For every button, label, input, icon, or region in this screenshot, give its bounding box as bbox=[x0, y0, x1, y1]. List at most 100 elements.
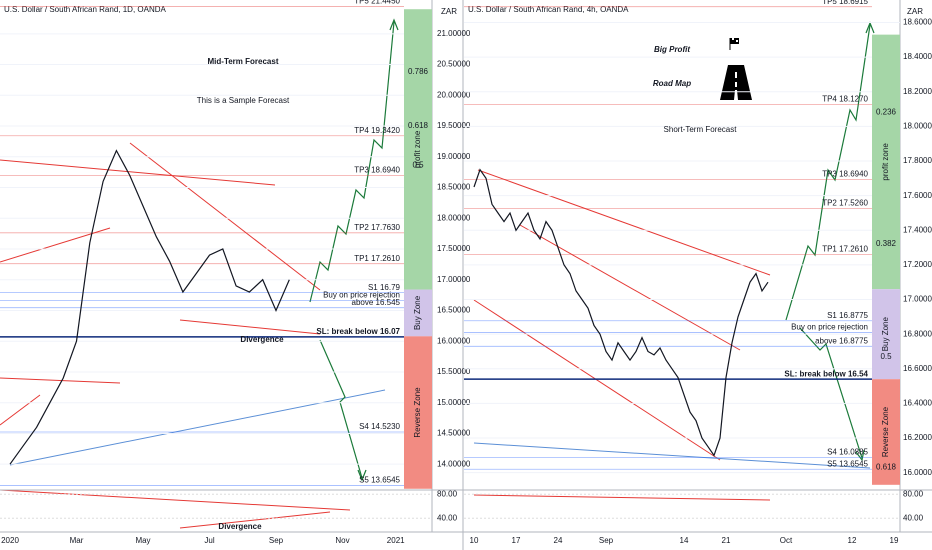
x-tick-label: 12 bbox=[848, 536, 857, 545]
x-tick-label: 10 bbox=[470, 536, 479, 545]
x-tick-label: May bbox=[135, 536, 150, 545]
level-label: TP2 17.7630 bbox=[354, 223, 400, 232]
y-tick-label: 21.00000 bbox=[437, 29, 471, 38]
level-label: TP3 18.6940 bbox=[354, 166, 400, 175]
y-tick-label: 17.80000 bbox=[903, 156, 932, 165]
chart-title: U.S. Dollar / South African Rand, 4h, OA… bbox=[468, 5, 629, 14]
zone bbox=[872, 34, 900, 290]
y-tick-label: 14.50000 bbox=[437, 429, 471, 438]
y-tick-label: 17.50000 bbox=[437, 244, 471, 253]
fib-label: 0.5 bbox=[412, 160, 424, 169]
heading: Short-Term Forecast bbox=[664, 125, 738, 134]
osc-tick-label: 80.00 bbox=[437, 489, 458, 498]
y-tick-label: 18.60000 bbox=[903, 18, 932, 27]
level-label: Buy on price rejection bbox=[791, 323, 868, 332]
level-label: TP1 17.2610 bbox=[354, 254, 400, 263]
level-label: TP4 18.1270 bbox=[822, 95, 868, 104]
zone bbox=[872, 379, 900, 485]
level-label: TP2 17.5260 bbox=[822, 199, 868, 208]
y-tick-label: 14.00000 bbox=[437, 459, 471, 468]
y-tick-label: 15.00000 bbox=[437, 398, 471, 407]
level-label: TP4 19.3420 bbox=[354, 126, 400, 135]
x-tick-label: 2020 bbox=[1, 536, 19, 545]
chart-title: U.S. Dollar / South African Rand, 1D, OA… bbox=[4, 5, 167, 14]
y-tick-label: 17.00000 bbox=[437, 275, 471, 284]
zone-label: Buy Zone bbox=[413, 295, 422, 330]
y-tick-label: 15.50000 bbox=[437, 367, 471, 376]
divergence-label: Divergence bbox=[218, 522, 262, 531]
zone bbox=[404, 9, 432, 290]
level-label: S1 16.79 bbox=[368, 283, 401, 292]
level-label: above 16.8775 bbox=[815, 336, 868, 345]
x-tick-label: 19 bbox=[890, 536, 899, 545]
y-tick-label: 18.40000 bbox=[903, 52, 932, 61]
y-tick-label: 18.50000 bbox=[437, 183, 471, 192]
heading: Big Profit bbox=[654, 45, 690, 54]
x-tick-label: Oct bbox=[780, 536, 793, 545]
currency-label: ZAR bbox=[441, 7, 457, 16]
x-tick-label: 21 bbox=[722, 536, 731, 545]
zone bbox=[872, 289, 900, 380]
y-tick-label: 17.60000 bbox=[903, 191, 932, 200]
level-label: SL: break below 16.07 bbox=[316, 327, 400, 336]
heading: This is a Sample Forecast bbox=[197, 96, 290, 105]
flag-icon bbox=[729, 38, 739, 50]
level-label: TP3 18.6940 bbox=[822, 169, 868, 178]
osc-tick-label: 80.00 bbox=[903, 489, 924, 498]
y-tick-label: 18.20000 bbox=[903, 87, 932, 96]
y-tick-label: 16.40000 bbox=[903, 399, 932, 408]
fib-label: 0.786 bbox=[408, 67, 429, 76]
level-label: S4 14.5230 bbox=[359, 422, 400, 431]
zone-label: profit zone bbox=[881, 143, 890, 181]
zone-label: Reverse Zone bbox=[881, 406, 890, 457]
heading: Mid-Term Forecast bbox=[208, 57, 279, 66]
y-tick-label: 16.00000 bbox=[903, 468, 932, 477]
osc-tick-label: 40.00 bbox=[437, 513, 458, 522]
y-tick-label: 17.00000 bbox=[903, 295, 932, 304]
zone bbox=[404, 289, 432, 337]
x-tick-label: 24 bbox=[554, 536, 563, 545]
y-tick-label: 17.40000 bbox=[903, 225, 932, 234]
heading: Road Map bbox=[653, 79, 691, 88]
zone-label: Buy Zone bbox=[881, 317, 890, 352]
y-tick-label: 16.20000 bbox=[903, 433, 932, 442]
y-tick-label: 16.00000 bbox=[437, 336, 471, 345]
y-tick-label: 20.50000 bbox=[437, 60, 471, 69]
level-label: Buy on price rejection bbox=[323, 291, 400, 300]
zone-label: profit zone bbox=[413, 130, 422, 168]
level-label: S4 16.0885 bbox=[827, 447, 868, 456]
price-line bbox=[473, 168, 769, 457]
x-tick-label: 17 bbox=[512, 536, 521, 545]
level-label: TP5 18.6915 bbox=[822, 0, 868, 6]
x-tick-label: Mar bbox=[70, 536, 84, 545]
x-tick-label: Nov bbox=[335, 536, 349, 545]
price-line bbox=[9, 149, 290, 465]
trend-lines bbox=[0, 142, 871, 529]
x-tick-label: Sep bbox=[269, 536, 284, 545]
y-tick-label: 17.20000 bbox=[903, 260, 932, 269]
zone-label: Reverse Zone bbox=[413, 387, 422, 438]
level-label: TP5 21.4450 bbox=[354, 0, 400, 6]
osc-tick-label: 40.00 bbox=[903, 513, 924, 522]
divergence-label: Divergence bbox=[240, 335, 284, 344]
fib-label: 0.618 bbox=[408, 121, 429, 130]
x-tick-label: Sep bbox=[599, 536, 614, 545]
level-label: S5 13.6545 bbox=[827, 459, 868, 468]
x-tick-label: Jul bbox=[204, 536, 214, 545]
y-tick-label: 19.00000 bbox=[437, 152, 471, 161]
level-label: TP1 17.2610 bbox=[822, 244, 868, 253]
level-label: S1 16.8775 bbox=[827, 311, 868, 320]
fib-label: 0.618 bbox=[876, 463, 897, 472]
fib-label: 0.236 bbox=[876, 108, 897, 117]
y-tick-label: 20.00000 bbox=[437, 90, 471, 99]
y-tick-label: 18.00000 bbox=[903, 122, 932, 131]
road-icon bbox=[720, 65, 752, 100]
y-tick-label: 16.60000 bbox=[903, 364, 932, 373]
fib-label: 0.5 bbox=[880, 352, 892, 361]
currency-label: ZAR bbox=[907, 7, 923, 16]
zone bbox=[404, 336, 432, 489]
y-tick-label: 16.50000 bbox=[437, 306, 471, 315]
y-tick-label: 16.80000 bbox=[903, 329, 932, 338]
y-tick-label: 18.00000 bbox=[437, 213, 471, 222]
